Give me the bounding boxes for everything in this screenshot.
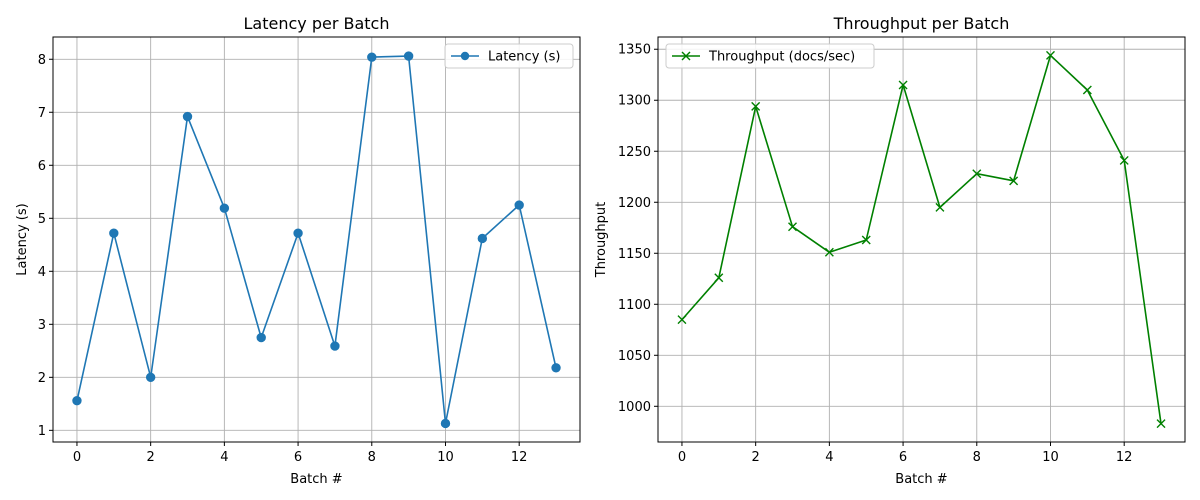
- legend-box: [665, 43, 875, 69]
- y-tick-label: 1050: [618, 349, 651, 364]
- x-tick-label: 8: [368, 450, 376, 465]
- data-point: [293, 228, 303, 238]
- y-tick-label: 1: [38, 424, 46, 439]
- x-tick-label: 10: [437, 450, 454, 465]
- data-point-stroke: [898, 80, 908, 90]
- data-point-stroke: [861, 235, 871, 245]
- data-point-stroke: [677, 315, 687, 325]
- legend-label: Throughput (docs/sec): [708, 50, 855, 65]
- data-point: [1119, 155, 1129, 165]
- legend-box: [444, 43, 574, 69]
- data-point: [182, 111, 193, 122]
- x-tick-label: 0: [678, 450, 686, 465]
- y-tick-label: 1300: [618, 94, 651, 109]
- data-point-stroke: [1119, 155, 1129, 165]
- chart-title: Throughput per Batch: [833, 14, 1010, 33]
- data-point-stroke: [788, 222, 798, 232]
- series-line: [681, 54, 1162, 424]
- data-point-stroke: [935, 202, 945, 212]
- data-point: [972, 169, 982, 179]
- x-tick-label: 4: [220, 450, 228, 465]
- x-tick-label: 12: [1116, 450, 1133, 465]
- data-point: [1082, 85, 1092, 95]
- legend: Latency (s): [444, 43, 574, 69]
- data-point: [824, 247, 834, 257]
- y-tick-label: 1350: [618, 43, 651, 58]
- x-axis-label: Batch #: [290, 472, 342, 487]
- legend-marker: [460, 51, 470, 61]
- x-axis-label: Batch #: [895, 472, 947, 487]
- data-point: [256, 332, 266, 343]
- data-point-stroke: [714, 273, 724, 283]
- x-tick-label: 6: [899, 450, 907, 465]
- y-axis-label: Throughput: [594, 202, 609, 279]
- y-tick-label: 5: [38, 212, 46, 227]
- data-point: [677, 315, 687, 325]
- data-point: [367, 52, 377, 62]
- data-point-stroke: [1045, 50, 1055, 60]
- data-point: [109, 228, 119, 238]
- y-tick-label: 4: [38, 265, 46, 280]
- data-point: [898, 80, 908, 90]
- data-point-stroke: [1009, 176, 1019, 186]
- data-point-stroke: [1082, 85, 1092, 95]
- chart-title: Latency per Batch: [244, 14, 390, 33]
- data-point-stroke: [751, 101, 761, 111]
- data-point: [935, 202, 945, 212]
- x-tick-label: 4: [825, 450, 833, 465]
- data-point: [72, 395, 82, 406]
- y-tick-label: 1100: [618, 298, 651, 313]
- data-point-stroke: [824, 247, 834, 257]
- x-tick-label: 0: [73, 450, 81, 465]
- y-tick-label: 1200: [618, 196, 651, 211]
- data-point-stroke: [972, 169, 982, 179]
- data-point: [1156, 419, 1166, 429]
- legend: Throughput (docs/sec): [665, 43, 875, 69]
- data-point: [751, 101, 761, 111]
- data-point: [145, 372, 156, 383]
- y-tick-label: 7: [38, 106, 46, 121]
- x-tick-label: 12: [511, 450, 528, 465]
- y-tick-label: 6: [38, 159, 46, 174]
- data-point: [403, 51, 414, 61]
- data-point: [1009, 176, 1019, 186]
- x-tick-label: 6: [294, 450, 302, 465]
- y-tick-label: 8: [38, 53, 46, 68]
- y-tick-label: 1250: [618, 145, 651, 160]
- y-tick-label: 1000: [618, 400, 651, 415]
- chart-panel-1: 0 2 4 6 8 10 12 1000 1050 1100 1150 1200 1250 1300 135…: [594, 14, 1186, 487]
- data-point: [861, 235, 871, 245]
- legend-marker: [681, 51, 691, 61]
- plot-frame: [52, 36, 581, 443]
- data-point: [514, 200, 524, 210]
- x-tick-label: 10: [1042, 450, 1059, 465]
- data-point: [788, 222, 798, 232]
- data-point: [219, 203, 230, 213]
- legend-label: Latency (s): [488, 50, 560, 65]
- series-line: [76, 55, 557, 425]
- data-point: [1045, 50, 1055, 60]
- x-tick-label: 2: [752, 450, 760, 465]
- y-tick-label: 2: [38, 371, 46, 386]
- data-point-stroke: [1156, 419, 1166, 429]
- data-point: [440, 418, 451, 429]
- x-tick-label: 2: [147, 450, 155, 465]
- plot-frame: [657, 36, 1186, 443]
- data-point: [551, 363, 561, 373]
- data-point: [477, 233, 488, 244]
- data-point: [714, 273, 724, 283]
- data-point: [330, 341, 340, 351]
- y-axis-label: Latency (s): [15, 203, 30, 275]
- y-tick-label: 3: [38, 318, 46, 333]
- y-tick-label: 1150: [618, 247, 651, 262]
- x-tick-label: 8: [973, 450, 981, 465]
